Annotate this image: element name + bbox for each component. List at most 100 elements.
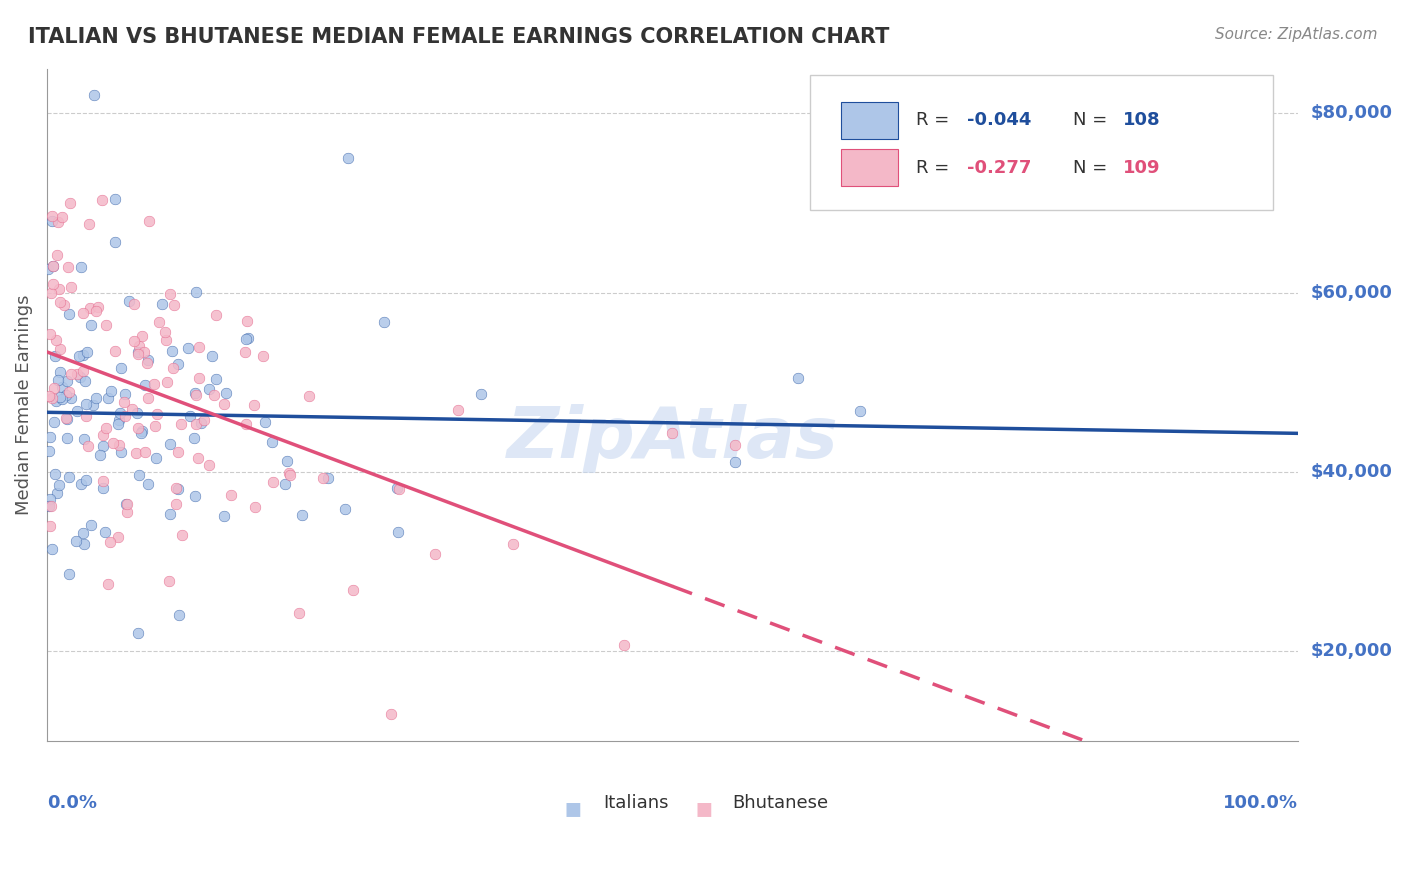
Point — [59, 367, 82, 381]
Point — [122, 297, 145, 311]
Text: ▪: ▪ — [562, 794, 582, 822]
Point — [333, 502, 356, 516]
Point — [55, 411, 77, 425]
Point — [127, 421, 149, 435]
Point — [48, 282, 70, 296]
Point — [107, 530, 129, 544]
Point — [41, 541, 63, 556]
Point — [70, 260, 93, 274]
Point — [48, 342, 70, 356]
Point — [187, 450, 209, 465]
Point — [110, 445, 132, 459]
Point — [177, 341, 200, 355]
Point — [165, 497, 187, 511]
Point — [342, 582, 364, 597]
Point — [187, 371, 209, 385]
Point — [100, 534, 122, 549]
Point — [76, 345, 98, 359]
Text: $60,000: $60,000 — [1310, 284, 1392, 301]
Point — [179, 409, 201, 423]
Point — [502, 537, 524, 551]
Point — [254, 415, 277, 429]
Point — [380, 706, 402, 721]
Point — [274, 477, 297, 491]
Y-axis label: Median Female Earnings: Median Female Earnings — [15, 294, 32, 515]
Point — [198, 458, 221, 472]
Point — [115, 497, 138, 511]
Point — [205, 371, 228, 385]
Point — [69, 369, 91, 384]
Point — [115, 497, 138, 511]
Point — [166, 358, 188, 372]
Text: $20,000: $20,000 — [1310, 642, 1392, 660]
Point — [150, 297, 173, 311]
Point — [124, 334, 146, 348]
Point — [75, 397, 97, 411]
Point — [73, 432, 96, 446]
Point — [72, 306, 94, 320]
Point — [165, 481, 187, 495]
Point — [73, 374, 96, 388]
Point — [42, 381, 65, 395]
Point — [143, 418, 166, 433]
Text: $40,000: $40,000 — [1310, 463, 1392, 481]
Text: Bhutanese: Bhutanese — [733, 794, 828, 813]
Point — [127, 626, 149, 640]
Point — [39, 326, 62, 341]
Point — [97, 577, 120, 591]
Point — [288, 606, 311, 620]
Point — [786, 370, 808, 384]
Point — [118, 293, 141, 308]
Point — [52, 298, 75, 312]
Point — [385, 481, 408, 495]
Point — [160, 343, 183, 358]
Point — [243, 500, 266, 514]
Point — [162, 361, 184, 376]
Point — [316, 471, 339, 485]
Point — [38, 444, 60, 458]
Point — [94, 524, 117, 539]
Text: R =: R = — [917, 159, 956, 177]
Point — [91, 427, 114, 442]
Point — [131, 424, 153, 438]
Point — [724, 455, 747, 469]
Point — [201, 349, 224, 363]
Point — [39, 430, 62, 444]
Point — [45, 393, 67, 408]
Text: N =: N = — [1073, 112, 1114, 129]
Point — [80, 518, 103, 533]
Point — [45, 333, 67, 347]
Point — [108, 413, 131, 427]
Point — [298, 389, 321, 403]
Point — [104, 344, 127, 359]
Point — [93, 439, 115, 453]
Point — [77, 439, 100, 453]
FancyBboxPatch shape — [810, 75, 1272, 210]
Text: ZipAtlas: ZipAtlas — [506, 403, 838, 473]
Point — [56, 374, 79, 388]
Point — [72, 525, 94, 540]
Point — [134, 377, 156, 392]
Point — [233, 345, 256, 359]
Point — [127, 347, 149, 361]
Point — [114, 387, 136, 401]
Point — [143, 376, 166, 391]
Point — [94, 420, 117, 434]
Point — [145, 451, 167, 466]
Point — [235, 417, 257, 432]
Point — [94, 318, 117, 333]
Point — [243, 398, 266, 412]
Point — [39, 500, 62, 514]
Point — [135, 356, 157, 370]
Point — [83, 88, 105, 103]
Point — [276, 454, 298, 468]
Point — [114, 409, 136, 423]
Point — [373, 315, 395, 329]
Point — [56, 411, 79, 425]
Point — [183, 432, 205, 446]
Point — [235, 332, 257, 346]
Point — [613, 639, 636, 653]
Point — [59, 280, 82, 294]
Point — [219, 488, 242, 502]
Point — [100, 384, 122, 398]
